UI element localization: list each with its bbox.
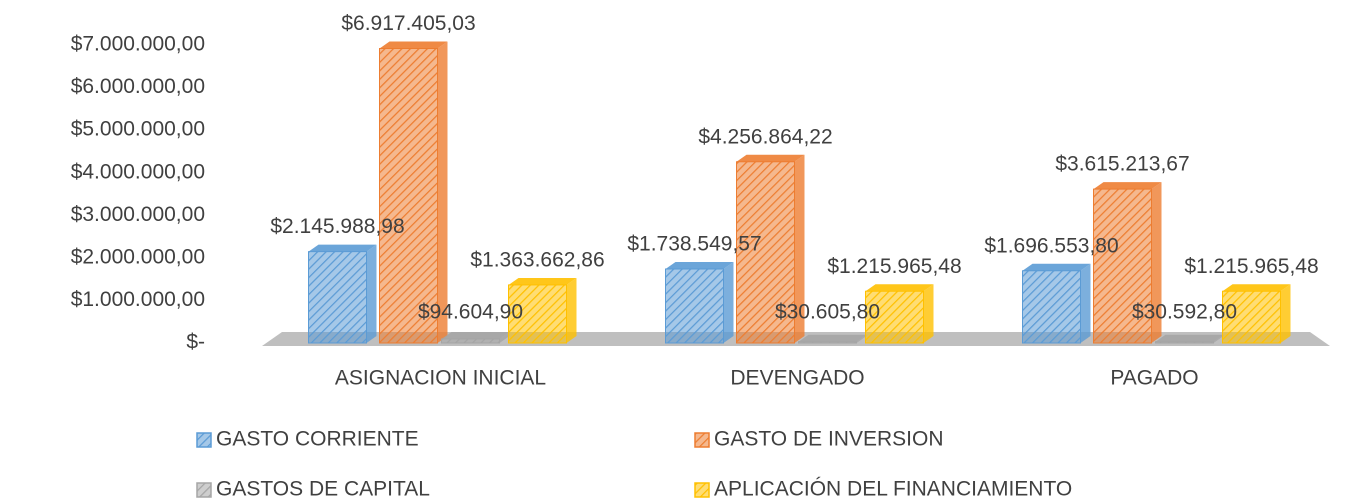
bar	[1022, 270, 1081, 344]
bar-side	[437, 41, 448, 344]
bar-side	[366, 244, 377, 343]
y-tick-label: $-	[186, 331, 205, 354]
bar-side	[1213, 334, 1224, 343]
bar-top	[379, 41, 448, 49]
bar	[665, 268, 724, 344]
bar-side	[794, 154, 805, 343]
bar-top	[798, 334, 867, 342]
data-label: $3.615.213,67	[1055, 153, 1189, 176]
data-label: $2.145.988,98	[270, 215, 404, 238]
data-label: $30.592,80	[1132, 301, 1237, 324]
bar-side	[1080, 263, 1091, 343]
legend-swatch	[694, 482, 710, 498]
bar	[1222, 290, 1281, 344]
x-tick-label: ASIGNACION INICIAL	[335, 367, 546, 390]
x-tick-label: DEVENGADO	[730, 367, 864, 390]
bar-top	[1155, 334, 1224, 342]
legend-swatch	[196, 432, 212, 448]
bar-top	[1093, 182, 1162, 190]
bar-top	[508, 277, 577, 285]
y-tick-label: $6.000.000,00	[71, 75, 205, 98]
bar	[441, 338, 500, 344]
legend-label: APLICACIÓN DEL FINANCIAMIENTO	[714, 478, 1072, 501]
data-label: $94.604,90	[418, 301, 523, 324]
bar-side	[856, 334, 867, 343]
bar-top	[308, 244, 377, 252]
data-label: $4.256.864,22	[698, 125, 832, 148]
legend-label: GASTOS DE CAPITAL	[216, 478, 430, 501]
y-tick-label: $1.000.000,00	[71, 288, 205, 311]
bar	[736, 161, 795, 344]
y-tick-label: $7.000.000,00	[71, 33, 205, 56]
bar-top	[1022, 263, 1091, 271]
bar-side	[566, 277, 577, 343]
bar-top	[865, 284, 934, 292]
x-tick-label: PAGADO	[1110, 367, 1198, 390]
data-label: $30.605,80	[775, 301, 880, 324]
legend-label: GASTO DE INVERSION	[714, 428, 944, 451]
y-tick-label: $5.000.000,00	[71, 118, 205, 141]
data-label: $1.738.549,57	[627, 233, 761, 256]
legend-swatch	[694, 432, 710, 448]
y-tick-label: $2.000.000,00	[71, 245, 205, 268]
bar-side	[1151, 182, 1162, 343]
bar-top	[441, 331, 510, 339]
data-label: $1.215.965,48	[1184, 255, 1318, 278]
data-label: $1.363.662,86	[470, 248, 604, 271]
y-tick-label: $4.000.000,00	[71, 160, 205, 183]
bar	[308, 251, 367, 344]
legend-swatch	[196, 482, 212, 498]
bar	[508, 284, 567, 344]
bar	[865, 290, 924, 344]
data-label: $6.917.405,03	[341, 12, 475, 35]
bar-top	[665, 261, 734, 269]
data-label: $1.215.965,48	[827, 255, 961, 278]
bar-side	[723, 261, 734, 343]
bar-side	[923, 284, 934, 343]
bar	[1155, 341, 1214, 344]
bar-top	[736, 154, 805, 162]
legend-label: GASTO CORRIENTE	[216, 428, 419, 451]
bar	[379, 48, 438, 344]
bar-side	[499, 331, 510, 343]
bar	[1093, 188, 1152, 344]
y-tick-label: $3.000.000,00	[71, 203, 205, 226]
bar-side	[1280, 284, 1291, 343]
data-label: $1.696.553,80	[984, 234, 1118, 257]
bar	[798, 341, 857, 344]
bar-top	[1222, 284, 1291, 292]
